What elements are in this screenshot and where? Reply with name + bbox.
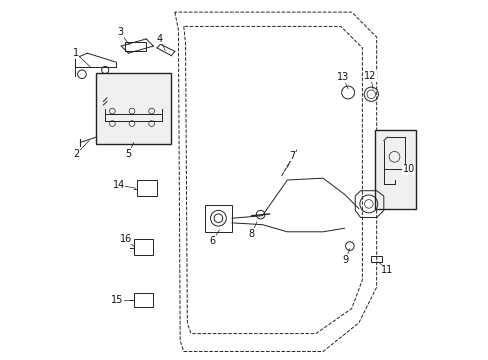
Text: 9: 9 (342, 255, 348, 265)
Text: 11: 11 (381, 265, 393, 275)
Bar (134, 239, 153, 255)
Bar (137, 180, 157, 196)
Bar (370, 256, 381, 262)
Bar (134, 293, 153, 307)
Text: 4: 4 (156, 34, 162, 44)
Bar (96, 73, 171, 144)
Text: 12: 12 (364, 71, 376, 81)
Bar (374, 130, 415, 208)
Text: 1: 1 (73, 48, 79, 58)
Text: 3: 3 (117, 27, 123, 37)
Text: 7: 7 (289, 151, 295, 161)
Bar (205, 205, 231, 232)
Text: 14: 14 (112, 180, 124, 190)
Text: 5: 5 (125, 149, 131, 159)
Text: 6: 6 (209, 236, 215, 246)
Text: 8: 8 (248, 229, 254, 239)
Text: 2: 2 (73, 149, 79, 159)
Text: 10: 10 (402, 164, 414, 174)
Text: 16: 16 (120, 234, 132, 244)
Text: 15: 15 (111, 295, 123, 305)
Bar (124, 42, 146, 51)
Text: 13: 13 (336, 72, 348, 82)
